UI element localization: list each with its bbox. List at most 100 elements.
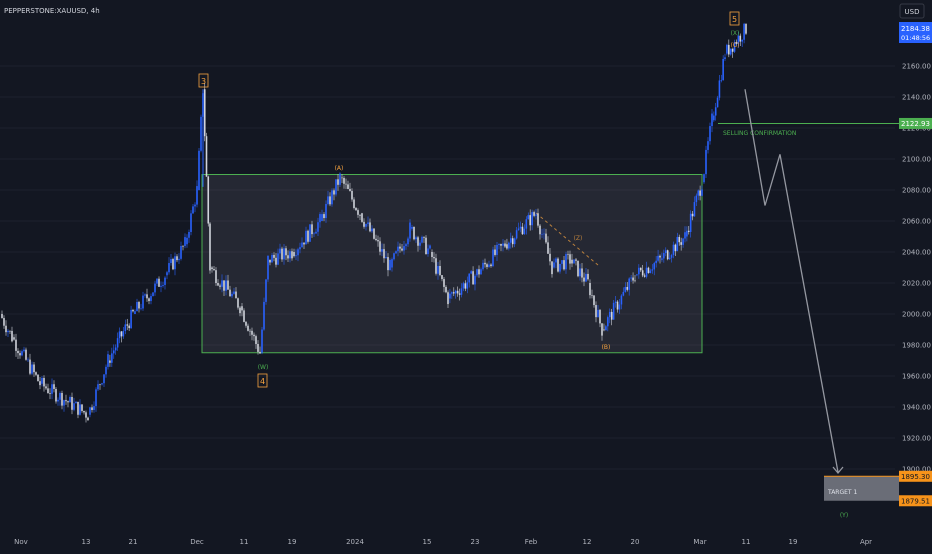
price-tick-label: 1940.00	[902, 404, 931, 412]
candle-body	[397, 246, 399, 252]
candle-body	[423, 236, 425, 238]
time-tick-label: 11	[240, 538, 249, 546]
candle-body	[63, 400, 65, 406]
price-axis[interactable]: 1900.00 1920.00 1940.00 1960.00 1980.00 2000.…	[902, 63, 931, 474]
candlestick-series[interactable]	[1, 22, 747, 423]
candle-body	[429, 245, 431, 249]
candle-body	[561, 260, 563, 264]
candle-body	[527, 215, 530, 220]
candle-body	[674, 244, 677, 252]
candle-body	[733, 42, 736, 52]
candle-body	[407, 238, 409, 245]
candle-body	[37, 374, 39, 382]
candle-body	[431, 252, 433, 258]
symbol-title: PEPPERSTONE:XAUUSD, 4h	[4, 7, 100, 15]
candle-body	[647, 267, 650, 273]
candle-body	[720, 80, 723, 81]
candle-body	[285, 248, 287, 256]
candle-body	[445, 286, 447, 293]
candle-body	[132, 309, 134, 312]
candle-body	[219, 285, 221, 287]
candle-body	[608, 311, 611, 318]
candle-body	[729, 48, 732, 55]
candle-body	[196, 186, 198, 205]
candle-body	[365, 223, 367, 227]
candle-body	[612, 302, 615, 320]
candle-body	[661, 258, 663, 260]
time-tick-label: 2024	[346, 538, 364, 546]
time-axis[interactable]: Nov 13 21 Dec 11 19 2024 15 23 Feb 12 20 Mar 11 19 Apr	[14, 538, 872, 546]
target-high-badge: 1895.30	[899, 470, 932, 482]
projection-path[interactable]	[744, 89, 839, 473]
candle-body	[249, 330, 251, 332]
svg-text:1879.51: 1879.51	[901, 497, 930, 505]
candle-body	[317, 222, 319, 232]
candle-body	[192, 206, 194, 214]
candle-body	[478, 269, 480, 275]
target-zone[interactable]	[824, 476, 899, 501]
candle-body	[571, 259, 573, 264]
candle-body	[207, 176, 210, 224]
candle-body	[458, 293, 461, 295]
candle-body	[122, 331, 125, 337]
candle-body	[5, 325, 7, 333]
candle-body	[645, 267, 648, 277]
consolidation-box[interactable]	[201, 174, 703, 354]
candle-body	[138, 302, 140, 309]
time-tick-label: Feb	[525, 538, 538, 546]
candle-body	[299, 247, 301, 250]
candle-body	[170, 259, 172, 264]
candle-body	[707, 141, 709, 150]
candle-body	[323, 214, 325, 219]
candle-body	[81, 404, 83, 411]
candle-body	[319, 214, 321, 223]
candle-body	[389, 260, 391, 271]
candle-body	[711, 113, 713, 127]
candle-body	[101, 383, 103, 385]
candle-body	[55, 388, 57, 402]
candle-body	[23, 349, 25, 352]
countdown-text: 01:48:56	[901, 34, 930, 42]
candle-body	[345, 183, 347, 185]
candle-body	[307, 230, 309, 242]
candle-body	[490, 264, 492, 267]
candle-body	[686, 230, 688, 237]
candle-body	[182, 245, 184, 247]
candle-body	[77, 401, 79, 415]
candle-body	[585, 273, 587, 282]
candle-body	[99, 384, 101, 385]
candle-body	[140, 308, 142, 310]
candle-body	[480, 269, 482, 275]
selling-confirmation-badge: 2122.93	[899, 117, 932, 129]
candle-body	[313, 233, 315, 235]
candle-body	[735, 42, 738, 45]
candle-body	[198, 150, 200, 190]
candle-body	[638, 267, 640, 275]
candle-body	[728, 44, 730, 55]
candle-body	[668, 257, 671, 260]
candle-body	[659, 255, 661, 258]
price-tick-label: 2100.00	[902, 156, 931, 164]
candle-body	[245, 321, 247, 326]
candle-body	[213, 269, 215, 271]
candle-body	[309, 224, 311, 242]
wave-5-label: 5	[729, 11, 740, 26]
candle-body	[315, 231, 317, 234]
wave-4-label: 4	[257, 373, 268, 388]
candle-body	[464, 283, 467, 289]
candle-body	[618, 304, 621, 310]
candle-body	[385, 257, 387, 259]
candle-body	[19, 353, 21, 356]
candle-body	[433, 257, 435, 259]
price-tick-label: 2000.00	[902, 311, 931, 319]
candle-body	[521, 226, 524, 235]
candle-body	[716, 97, 719, 108]
candle-body	[460, 288, 463, 295]
candle-body	[401, 248, 403, 251]
candle-body	[15, 339, 17, 351]
currency-button[interactable]: USD	[899, 3, 925, 19]
candle-body	[731, 48, 734, 52]
candle-body	[255, 336, 257, 344]
